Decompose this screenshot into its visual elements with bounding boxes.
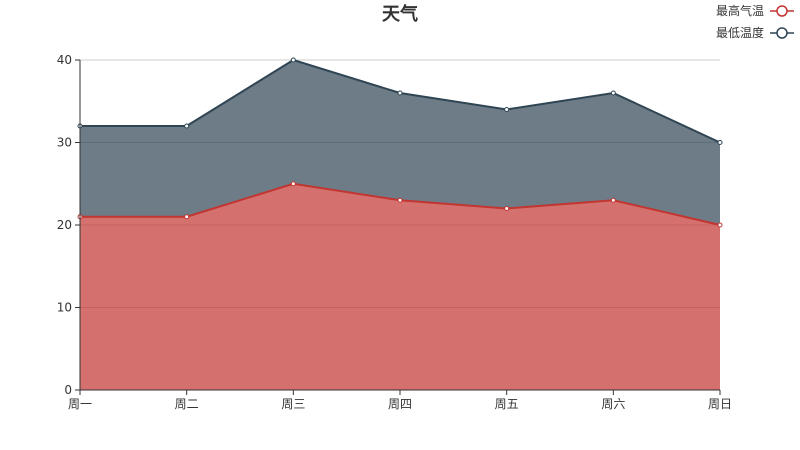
y-tick-label: 10 bbox=[57, 301, 72, 315]
area-layer bbox=[80, 60, 720, 390]
x-tick-label: 周六 bbox=[601, 397, 625, 411]
data-point-series-0 bbox=[610, 197, 616, 203]
chart-title: 天气 bbox=[382, 3, 418, 25]
x-tick-label: 周日 bbox=[708, 397, 732, 411]
data-point-series-1 bbox=[184, 123, 190, 129]
area-series-0 bbox=[80, 183, 720, 390]
x-tick-label: 周五 bbox=[495, 397, 519, 411]
x-tick-label: 周四 bbox=[388, 397, 412, 411]
x-tick-label: 周二 bbox=[175, 397, 199, 411]
y-tick-label: 20 bbox=[57, 218, 72, 232]
x-tick-label: 周三 bbox=[281, 397, 305, 411]
y-tick-label: 40 bbox=[57, 53, 72, 67]
axes: 0 10 20 30 40 周一 周二 周三 周四 周五 周六 周日 bbox=[57, 53, 732, 411]
data-point-series-0 bbox=[290, 181, 296, 187]
data-point-series-0 bbox=[504, 206, 510, 211]
data-point-series-1 bbox=[397, 90, 403, 96]
data-point-series-1 bbox=[610, 90, 616, 96]
data-point-series-1 bbox=[504, 107, 510, 112]
legend-swatch-marker bbox=[776, 27, 788, 39]
data-point-series-0 bbox=[184, 214, 190, 220]
data-point-series-1 bbox=[290, 57, 296, 63]
y-tick-label: 0 bbox=[64, 383, 72, 397]
legend-swatch-marker bbox=[776, 5, 788, 17]
x-tick-label: 周一 bbox=[68, 397, 92, 411]
data-point-series-1 bbox=[717, 140, 723, 145]
point-layer bbox=[77, 57, 723, 228]
y-tick-label: 30 bbox=[57, 136, 72, 150]
legend-label: 最低温度 bbox=[716, 25, 764, 40]
legend-label: 最高气温 bbox=[716, 3, 764, 18]
data-point-series-0 bbox=[397, 197, 403, 203]
data-point-series-0 bbox=[717, 222, 723, 228]
